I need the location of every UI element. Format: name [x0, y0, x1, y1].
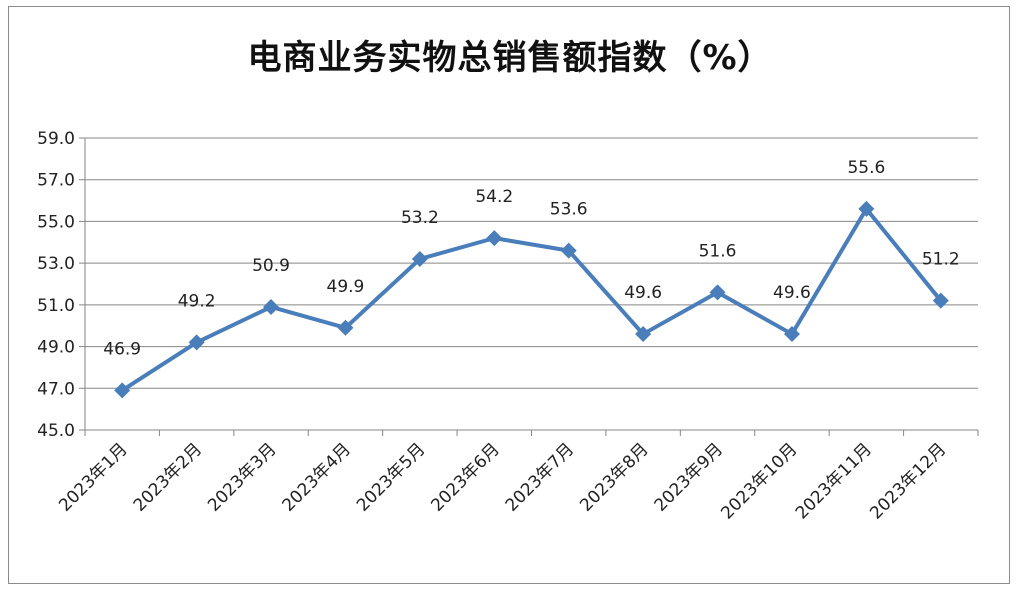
series-line: [121, 206, 943, 393]
y-tick-label: 57.0: [37, 171, 75, 191]
x-tick-label: 2023年6月: [427, 439, 503, 515]
data-point: [411, 250, 428, 267]
y-tick-labels: 45.0 47.0 49.0 51.0 53.0 55.0 57.0 59.0: [37, 129, 75, 441]
data-point: [932, 292, 949, 309]
data-label: 46.9: [103, 339, 141, 359]
data-point: [337, 319, 354, 336]
y-tick-label: 47.0: [37, 379, 75, 399]
x-tick-label: 2023年7月: [502, 439, 578, 515]
chart-frame: [8, 6, 1010, 584]
data-point: [783, 326, 800, 343]
chart-title: 电商业务实物总销售额指数（%）: [247, 38, 773, 78]
y-tick-label: 55.0: [37, 212, 75, 232]
data-point: [858, 200, 875, 217]
x-tick-label: 2023年8月: [576, 439, 652, 515]
data-label: 54.2: [475, 187, 513, 207]
data-label: 53.2: [401, 208, 439, 228]
x-tick-label: 2023年3月: [204, 439, 280, 515]
x-tick-label: 2023年5月: [353, 439, 429, 515]
x-tick-label: 2023年1月: [55, 439, 131, 515]
series: [114, 200, 949, 399]
x-tick-label: 2023年12月: [866, 439, 950, 523]
x-tick-label: 2023年9月: [651, 439, 727, 515]
data-point: [709, 284, 726, 301]
data-label: 51.2: [922, 250, 960, 270]
data-label: 49.6: [773, 283, 811, 303]
data-label: 53.6: [550, 200, 588, 220]
data-label: 49.9: [327, 277, 365, 297]
y-tick-label: 45.0: [37, 421, 75, 441]
data-label: 49.2: [178, 291, 216, 311]
x-tick-labels: 2023年1月2023年2月2023年3月2023年4月2023年5月2023年…: [55, 439, 950, 523]
y-tick-label: 53.0: [37, 254, 75, 274]
grid-lines: [85, 137, 978, 389]
x-tick-label: 2023年11月: [792, 439, 876, 523]
axes: [79, 137, 979, 436]
data-point: [486, 230, 503, 247]
data-label: 50.9: [252, 256, 290, 276]
data-point: [560, 242, 577, 259]
y-tick-label: 49.0: [37, 338, 75, 358]
data-point: [635, 326, 652, 343]
data-label: 51.6: [699, 241, 737, 261]
data-point: [188, 334, 205, 351]
x-tick-label: 2023年2月: [130, 439, 206, 515]
data-labels: 46.9 49.2 50.9 49.9 53.2 54.2 53.6 49.6 51.6 49.6…: [103, 158, 959, 359]
y-tick-label: 51.0: [37, 296, 75, 316]
y-tick-label: 59.0: [37, 129, 75, 149]
data-point: [263, 298, 280, 315]
data-label: 55.6: [847, 158, 885, 178]
data-label: 49.6: [624, 283, 662, 303]
data-point: [114, 382, 131, 399]
x-tick-label: 2023年4月: [279, 439, 355, 515]
x-tick-label: 2023年10月: [717, 439, 801, 523]
